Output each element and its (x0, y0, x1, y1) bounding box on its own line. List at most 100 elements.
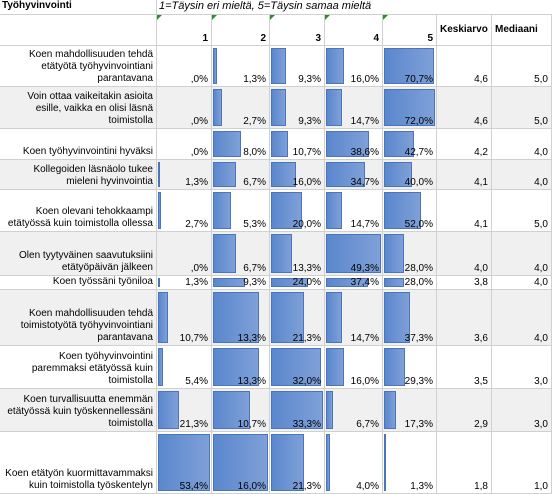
row-label: Koen olevani tehokkaampi etätyössä kuin … (0, 190, 157, 232)
value-cell: 16,0% (325, 46, 383, 87)
value-cell: ,0% (157, 87, 212, 129)
value-cell: 5,4% (157, 346, 212, 389)
value-label: 9,3% (298, 116, 321, 127)
value-cell: 20,0% (270, 190, 325, 232)
data-bar (326, 162, 365, 187)
value-cell: 9,3% (270, 46, 325, 87)
data-bar (326, 348, 344, 386)
value-cell: 37,4% (325, 276, 383, 290)
value-label: 32,0% (292, 376, 321, 387)
median-cell: 4,0 (492, 276, 552, 290)
median-cell: 5,0 (492, 87, 552, 129)
value-cell: 10,7% (212, 389, 270, 432)
median-cell: 4,0 (492, 290, 552, 346)
data-bar (271, 434, 305, 491)
value-label: ,0% (190, 116, 208, 127)
data-bar (384, 348, 405, 386)
value-cell: 28,0% (383, 232, 437, 276)
data-bar (326, 391, 334, 429)
value-cell: 13,3% (212, 346, 270, 389)
row-label: Koen turvallisuutta enemmän etätyössä ku… (0, 389, 157, 432)
data-bar (213, 391, 250, 429)
value-cell: 42,7% (383, 129, 437, 160)
value-label: 16,0% (350, 74, 379, 85)
mean-cell: 4,1 (437, 190, 492, 232)
column-header: 2 (212, 15, 270, 46)
value-cell: 14,7% (325, 290, 383, 346)
data-bar (213, 162, 237, 187)
value-cell: 9,3% (212, 276, 270, 290)
value-cell: 38,6% (325, 129, 383, 160)
value-label: 16,0% (237, 481, 266, 492)
row-label: Koen mahdollisuuden tehdä etätyötä työhy… (0, 46, 157, 87)
data-bar (213, 292, 259, 343)
data-bar (271, 292, 305, 343)
value-label: 16,0% (350, 376, 379, 387)
value-label: 4,0% (356, 481, 379, 492)
value-label: 1,3% (410, 481, 433, 492)
data-bar (384, 192, 421, 229)
data-bar (158, 391, 179, 429)
value-cell: ,0% (157, 129, 212, 160)
value-label: 37,3% (404, 333, 433, 344)
value-label: 38,6% (350, 147, 379, 158)
value-label: 1,3% (185, 177, 208, 188)
column-header: 4 (325, 15, 383, 46)
value-cell: 37,3% (383, 290, 437, 346)
value-label: ,0% (190, 263, 208, 274)
value-cell: 6,7% (325, 389, 383, 432)
data-bar (384, 162, 413, 187)
value-label: 28,0% (404, 277, 433, 288)
value-cell: 29,3% (383, 346, 437, 389)
value-cell: 34,7% (325, 160, 383, 190)
data-bar (384, 234, 404, 273)
value-cell: 13,3% (212, 290, 270, 346)
value-label: 10,7% (237, 419, 266, 430)
value-label: 13,3% (292, 263, 321, 274)
data-bar (326, 278, 368, 287)
data-bar (271, 89, 286, 126)
mean-cell: 4,0 (437, 232, 492, 276)
median-cell: 3,0 (492, 346, 552, 389)
data-bar (213, 348, 259, 386)
row-label: Kollegoiden läsnäolo tukee mieleni hyvin… (0, 160, 157, 190)
data-bar (271, 348, 321, 386)
value-label: 40,0% (404, 177, 433, 188)
data-bar (271, 48, 286, 84)
value-cell: 16,0% (270, 160, 325, 190)
data-bar (326, 192, 343, 229)
value-label: 2,7% (185, 219, 208, 230)
value-cell: 5,3% (212, 190, 270, 232)
value-label: 29,3% (404, 376, 433, 387)
value-label: 1,3% (185, 277, 208, 288)
value-cell: 70,7% (383, 46, 437, 87)
column-header: 1 (157, 15, 212, 46)
data-bar (271, 131, 288, 157)
value-label: 2,7% (243, 116, 266, 127)
data-bar (158, 192, 161, 229)
header-cell (0, 15, 157, 46)
value-cell: 1,3% (212, 46, 270, 87)
value-cell: 14,7% (325, 87, 383, 129)
data-bar (158, 292, 169, 343)
mean-cell: 1,8 (437, 432, 492, 494)
median-cell: 5,0 (492, 46, 552, 87)
value-label: 16,0% (292, 177, 321, 188)
data-bar (158, 278, 160, 287)
data-bar (326, 292, 343, 343)
value-cell: 14,7% (325, 190, 383, 232)
value-label: 28,0% (404, 263, 433, 274)
scale-note: 1=Täysin eri mieltä, 5=Täysin samaa miel… (157, 0, 552, 15)
value-cell: 21,3% (157, 389, 212, 432)
value-label: 9,3% (243, 277, 266, 288)
value-cell: 13,3% (270, 232, 325, 276)
median-cell: 4,0 (492, 129, 552, 160)
value-cell: 8,0% (212, 129, 270, 160)
value-label: 21,3% (292, 333, 321, 344)
value-label: 8,0% (243, 147, 266, 158)
value-cell: ,0% (157, 232, 212, 276)
data-bar (384, 391, 397, 429)
value-label: 13,3% (237, 376, 266, 387)
value-label: 20,0% (292, 219, 321, 230)
column-header: 3 (270, 15, 325, 46)
